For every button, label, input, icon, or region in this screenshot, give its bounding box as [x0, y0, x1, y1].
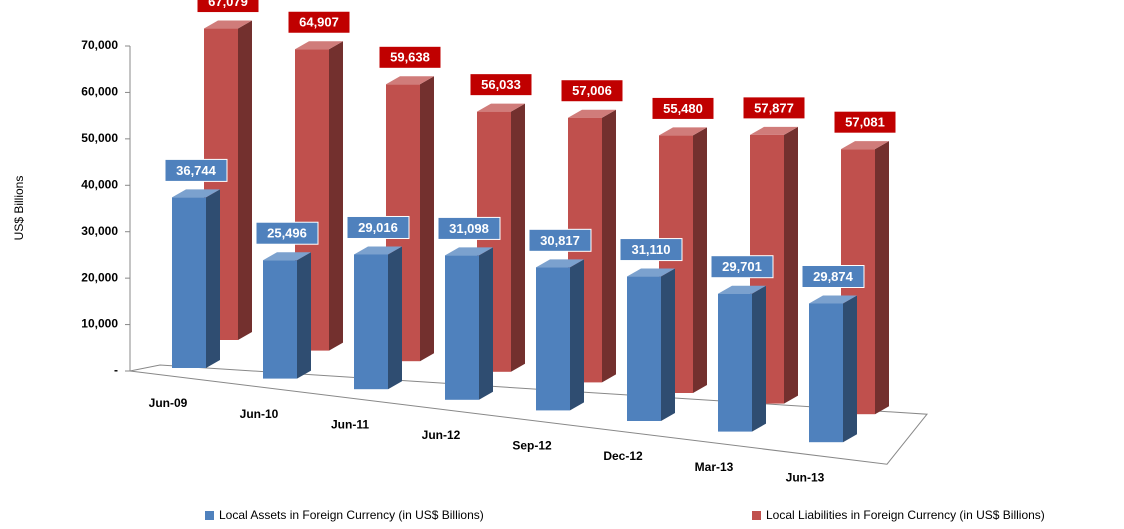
bar-top	[477, 103, 525, 112]
bar-top	[841, 141, 889, 150]
value-label-box	[560, 79, 624, 103]
bar-side	[784, 126, 798, 404]
value-label-box	[437, 216, 501, 240]
bar-top	[445, 247, 493, 256]
x-tick-label: Jun-12	[422, 428, 461, 442]
bar-top	[386, 76, 434, 85]
bar-top	[568, 109, 616, 118]
y-axis-label: US$ Billions	[12, 176, 26, 241]
value-label-box	[164, 158, 228, 182]
y-tick-label: 60,000	[81, 85, 118, 99]
bar-side	[752, 285, 766, 432]
bar-top	[295, 41, 343, 50]
value-label-box	[378, 45, 442, 69]
bar-top	[659, 127, 707, 136]
value-label: 55,480	[663, 101, 703, 116]
value-label: 57,006	[572, 83, 612, 98]
bar-top	[204, 20, 252, 29]
x-tick-label: Dec-12	[603, 449, 643, 463]
value-label: 56,033	[481, 77, 521, 92]
bar-side	[420, 76, 434, 362]
y-tick-label: 70,000	[81, 38, 118, 52]
value-label: 59,638	[390, 50, 430, 65]
value-label: 64,907	[299, 15, 339, 30]
bar-top	[627, 268, 675, 277]
bar-side	[875, 141, 889, 415]
bar-side	[479, 247, 493, 400]
value-label-box	[801, 264, 865, 288]
x-tick-label: Jun-11	[331, 417, 369, 431]
value-label-box	[255, 221, 319, 245]
y-tick-label: 50,000	[81, 131, 118, 145]
value-label: 67,079	[208, 0, 248, 9]
value-label: 29,701	[722, 259, 762, 274]
value-label-box	[833, 110, 897, 134]
legend-swatch	[205, 511, 214, 520]
value-label: 31,098	[449, 221, 489, 236]
value-label: 31,110	[631, 242, 670, 257]
bar-side	[602, 109, 616, 383]
bar-side	[693, 127, 707, 394]
bar	[263, 260, 297, 379]
floor	[129, 364, 928, 465]
bar-top	[536, 259, 584, 268]
bar-side	[388, 246, 402, 390]
value-label-box	[287, 10, 351, 34]
x-tick-label: Jun-09	[149, 396, 188, 410]
value-label: 57,877	[754, 100, 794, 115]
legend-label: Local Assets in Foreign Currency (in US$…	[219, 508, 484, 522]
legend-label: Local Liabilities in Foreign Currency (i…	[766, 508, 1045, 522]
y-tick-label: 30,000	[81, 224, 118, 238]
bar-side	[329, 41, 343, 351]
value-label-box	[346, 215, 410, 239]
value-label-box	[196, 0, 260, 14]
bar-side	[511, 103, 525, 372]
value-label-box	[528, 228, 592, 252]
bar-top	[718, 285, 766, 294]
x-tick-label: Jun-10	[240, 407, 279, 421]
bar-top	[354, 246, 402, 255]
bar	[718, 293, 752, 432]
y-tick-label: -	[114, 363, 118, 377]
bar	[172, 197, 206, 368]
value-label: 30,817	[540, 233, 580, 248]
bar-side	[843, 295, 857, 443]
bar-side	[570, 259, 584, 411]
legend-swatch	[752, 511, 761, 520]
value-label: 25,496	[267, 226, 307, 241]
bar	[809, 303, 843, 443]
y-tick-label: 20,000	[81, 270, 118, 284]
value-label: 36,744	[176, 163, 217, 178]
value-label: 29,016	[358, 220, 398, 235]
value-label-box	[742, 96, 806, 120]
bar-top	[809, 295, 857, 304]
value-label-box	[710, 255, 774, 279]
y-tick-label: 10,000	[81, 317, 118, 331]
value-label: 29,874	[813, 269, 854, 284]
bar-top	[750, 126, 798, 135]
bar	[536, 267, 570, 411]
bar	[445, 255, 479, 400]
bar-top	[263, 252, 311, 261]
x-tick-label: Jun-13	[786, 470, 825, 484]
value-label-box	[651, 96, 715, 120]
bar-top	[172, 189, 220, 198]
x-tick-label: Mar-13	[695, 460, 734, 474]
bar-side	[238, 20, 252, 340]
y-tick-label: 40,000	[81, 177, 118, 191]
value-label-box	[469, 73, 533, 97]
bar-side	[297, 252, 311, 379]
value-label-box	[619, 238, 683, 262]
bar-side	[661, 268, 675, 421]
bar	[627, 276, 661, 421]
x-tick-label: Sep-12	[512, 439, 552, 453]
bar-side	[206, 189, 220, 368]
bar	[354, 254, 388, 390]
value-label: 57,081	[845, 115, 885, 130]
